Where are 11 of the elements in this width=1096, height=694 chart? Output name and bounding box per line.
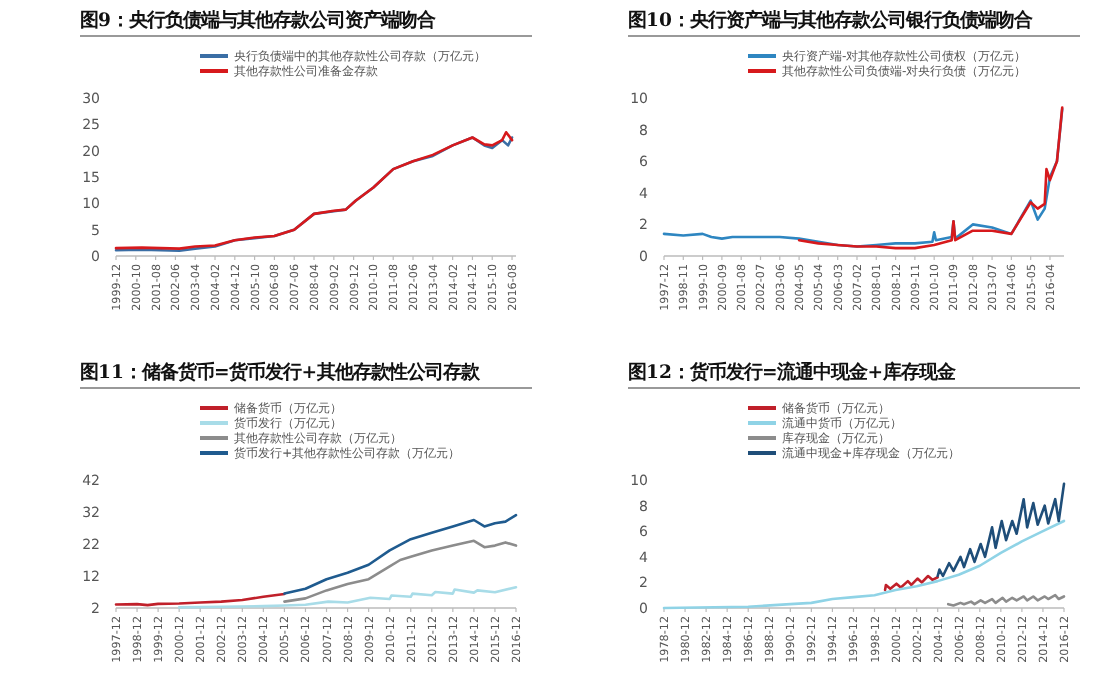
line-series: [936, 482, 1066, 578]
line-series: [283, 513, 518, 595]
line-series: [883, 574, 939, 592]
chart-title: 图11：储备货币=货币发行+其他存款性公司存款: [80, 362, 482, 384]
line-series: [283, 539, 518, 603]
chart-title: 图9：央行负债端与其他存款公司资产端吻合: [80, 10, 437, 32]
chart-title: 图12：货币发行=流通中现金+库存现金: [628, 362, 958, 384]
line-series: [662, 519, 1066, 610]
chart-title: 图10：央行资产端与其他存款公司银行负债端吻合: [628, 10, 1034, 32]
line-series: [177, 585, 518, 609]
line-series: [797, 106, 1064, 250]
